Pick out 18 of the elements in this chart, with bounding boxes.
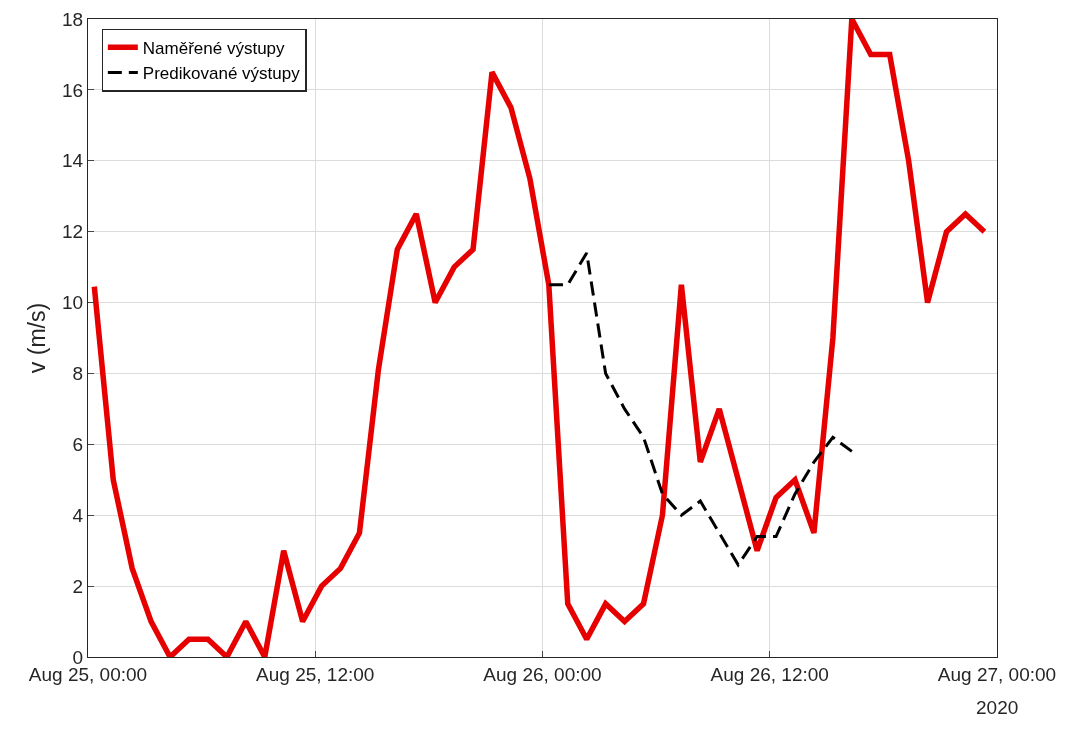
y-tick-label: 10 xyxy=(62,292,84,314)
x-tick-label: Aug 26, 12:00 xyxy=(710,663,829,685)
y-tick-label: 2 xyxy=(72,575,84,597)
x-tick-label: Aug 25, 12:00 xyxy=(256,663,375,685)
y-tick-label: 4 xyxy=(72,504,84,526)
y-axis-title: v (m/s) xyxy=(23,302,50,374)
y-tick-label: 8 xyxy=(72,363,84,385)
y-tick-label: 14 xyxy=(62,150,84,172)
y-tick-label: 16 xyxy=(62,79,84,101)
x-tick-label: Aug 27, 00:00 xyxy=(937,663,1057,685)
text: 2020 xyxy=(976,697,1019,718)
line-series xyxy=(547,251,854,567)
x-tick-label: Aug 26, 00:00 xyxy=(483,663,602,685)
y-tick-label: 12 xyxy=(62,221,84,243)
y-tick-label: 18 xyxy=(62,8,84,30)
legend-label: Predikované výstupy xyxy=(142,64,301,84)
y-tick-label: 6 xyxy=(72,433,84,455)
legend-label: Naměřené výstupy xyxy=(142,38,286,58)
